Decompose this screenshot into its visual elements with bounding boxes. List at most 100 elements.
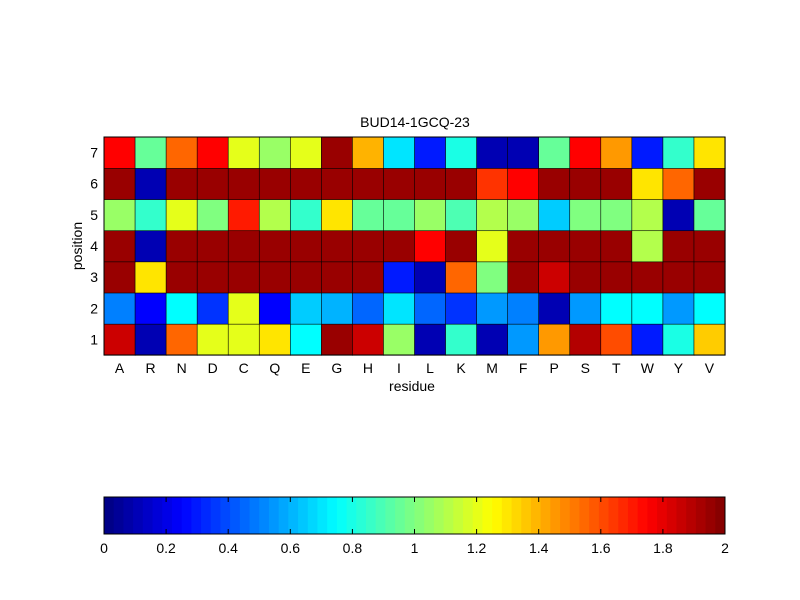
colorbar-tick-label: 2: [721, 540, 729, 556]
y-tick-label: 6: [90, 176, 98, 192]
heatmap-cell: [352, 136, 385, 169]
heatmap-cell: [165, 230, 198, 263]
y-axis-label: position: [69, 222, 85, 270]
heatmap-cell: [196, 292, 229, 325]
heatmap-cell: [289, 323, 322, 356]
colorbar-segment: [627, 497, 639, 534]
heatmap-cell: [631, 136, 664, 169]
y-tick-label: 7: [90, 145, 98, 161]
heatmap-cell: [600, 261, 633, 294]
heatmap-cell: [352, 323, 385, 356]
colorbar-segment: [385, 497, 396, 534]
heatmap-cell: [383, 136, 416, 169]
colorbar-segment: [705, 497, 716, 534]
heatmap-cell: [569, 292, 602, 325]
colorbar-segment: [404, 497, 415, 534]
y-tick-label: 2: [90, 300, 98, 316]
x-tick-label: I: [397, 360, 401, 376]
heatmap-cell: [321, 230, 354, 263]
colorbar-tick-label: 0.4: [218, 540, 238, 556]
heatmap-cell: [196, 167, 229, 200]
heatmap-cell: [258, 198, 291, 232]
colorbar-segment: [191, 497, 202, 534]
heatmap-cell: [538, 323, 571, 356]
heatmap-cell: [445, 292, 478, 325]
heatmap-cell: [103, 230, 136, 263]
heatmap-cell: [321, 136, 354, 169]
heatmap-cell: [321, 198, 354, 232]
heatmap-cell: [631, 292, 664, 325]
colorbar-segment: [395, 497, 406, 534]
colorbar-segment: [453, 497, 464, 534]
colorbar-ticks: 0 0.2 0.4 0.6 0.8 1 1.2 1.4 1.6 1.8 2: [100, 497, 729, 556]
heatmap-cell: [103, 323, 136, 356]
colorbar-segment: [201, 497, 212, 534]
heatmap-cell: [227, 230, 260, 263]
x-tick-label: C: [239, 360, 249, 376]
colorbar-segment: [695, 497, 707, 534]
y-tick-label: 3: [90, 269, 98, 285]
x-tick-label: R: [146, 360, 156, 376]
x-tick-label: F: [519, 360, 528, 376]
heatmap-cell: [476, 261, 509, 294]
colorbar-segment: [181, 497, 192, 534]
heatmap-cell: [289, 198, 322, 232]
x-tick-label: Q: [269, 360, 280, 376]
colorbar-segment: [259, 497, 270, 534]
y-tick-label: 4: [90, 238, 98, 254]
colorbar-segment: [521, 497, 532, 534]
x-tick-label: M: [486, 360, 498, 376]
heatmap-cell: [383, 167, 416, 200]
x-tick-label: H: [363, 360, 373, 376]
heatmap-cell: [227, 261, 260, 294]
colorbar-segment: [288, 497, 299, 534]
plot-frame: [103, 136, 726, 356]
heatmap-cell: [476, 292, 509, 325]
heatmap-cell: [507, 198, 540, 232]
heatmap-cell: [227, 323, 260, 356]
heatmap-cell: [600, 167, 633, 200]
heatmap-cell: [165, 261, 198, 294]
colorbar-tick-label: 1.6: [591, 540, 611, 556]
heatmap-cell: [631, 167, 664, 200]
x-tick-label: N: [177, 360, 187, 376]
x-tick-label: E: [301, 360, 310, 376]
heatmap-cell: [631, 230, 664, 263]
y-axis-ticks: 1 2 3 4 5 6 7: [90, 145, 98, 348]
heatmap-cell: [134, 261, 167, 294]
heatmap-cell: [569, 230, 602, 263]
heatmap-cell: [196, 198, 229, 232]
heatmap-cell: [103, 136, 136, 169]
heatmap-cell: [476, 230, 509, 263]
colorbar-tick-label: 1.4: [529, 540, 549, 556]
colorbar-segment: [550, 497, 561, 534]
heatmap-cell: [258, 167, 291, 200]
colorbar-segment: [356, 497, 367, 534]
heatmap-cell: [693, 292, 726, 325]
heatmap-cell: [476, 167, 509, 200]
heatmap-cell: [196, 136, 229, 169]
heatmap-cell: [445, 323, 478, 356]
heatmap-cell: [383, 198, 416, 232]
x-tick-label: L: [426, 360, 434, 376]
heatmap-cell: [165, 292, 198, 325]
heatmap-cell: [227, 198, 260, 232]
heatmap-cell: [569, 167, 602, 200]
heatmap-cell: [538, 261, 571, 294]
colorbar-segment: [715, 497, 726, 534]
heatmap-cell: [507, 261, 540, 294]
chart-title: BUD14-1GCQ-23: [360, 114, 470, 130]
heatmap-cell: [538, 198, 571, 232]
heatmap-cell: [289, 167, 322, 200]
heatmap-cell: [383, 292, 416, 325]
colorbar-segment: [375, 497, 386, 534]
heatmap-cell: [662, 230, 695, 263]
colorbar-segment: [142, 497, 154, 534]
x-tick-label: G: [331, 360, 342, 376]
heatmap-cell: [600, 198, 633, 232]
heatmap-cell: [165, 136, 198, 169]
colorbar-segment: [657, 497, 668, 534]
heatmap-cell: [507, 230, 540, 263]
colorbar-segment: [637, 497, 648, 534]
heatmap-cell: [662, 167, 695, 200]
